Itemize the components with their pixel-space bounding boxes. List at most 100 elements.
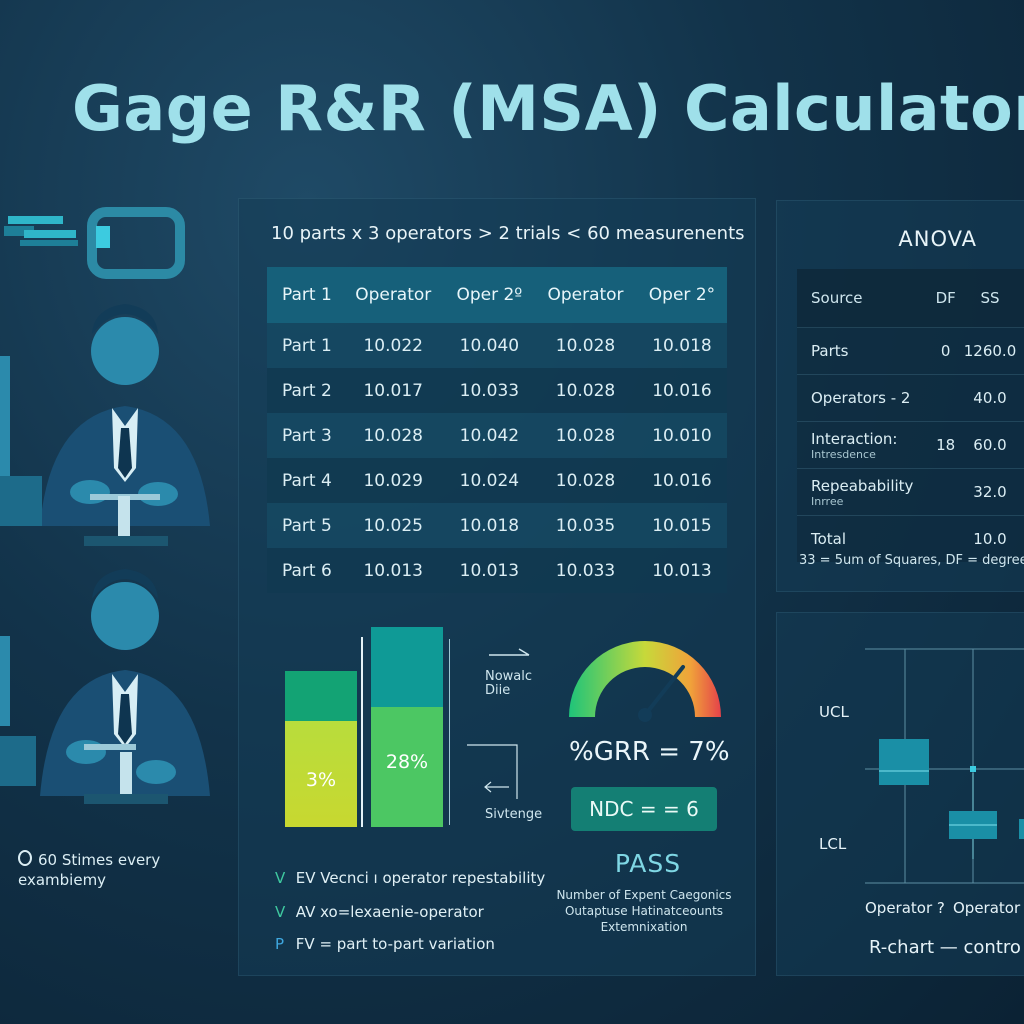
r-chart-caption: R-chart — contro <box>869 937 1021 958</box>
legend-ev: V EV Vecnci ı operator repestability <box>275 869 545 887</box>
r-chart-panel: UCL LCL Operator ? Operator . R-chart — … <box>776 612 1024 976</box>
legend-text: EV Vecnci ı operator repestability <box>295 869 546 887</box>
legend-text: FV = part to-part variation <box>295 935 495 953</box>
av-bar <box>371 627 443 827</box>
table-row: Part 6 10.013 10.013 10.033 10.013 <box>267 548 727 593</box>
measurement-caption: 60 Stimes every exambiemy <box>18 850 161 889</box>
table-cell: 10.016 <box>636 458 727 503</box>
anova-row: Parts 0 1260.0 130 <box>797 327 1024 375</box>
table-cell: 10.028 <box>534 458 637 503</box>
table-cell: 10.013 <box>636 548 727 593</box>
r-chart-box-3 <box>1019 819 1024 839</box>
column-header: M <box>1021 269 1024 328</box>
measurement-panel: 10 parts x 3 operators > 2 trials < 60 m… <box>238 198 756 976</box>
table-cell: 10.016 <box>636 368 727 413</box>
anova-title: ANOVA <box>898 227 977 251</box>
table-cell: 10.035 <box>534 503 637 548</box>
table-cell: 10.018 <box>636 323 727 368</box>
table-cell: Part 3 <box>267 413 342 458</box>
pass-status: PASS <box>614 849 682 878</box>
table-cell: 10.018 <box>444 503 535 548</box>
r-chart-box-1 <box>879 739 929 785</box>
table-cell: 10.017 <box>341 368 445 413</box>
column-header: Oper 2° <box>636 267 727 323</box>
circle-icon <box>18 850 32 866</box>
table-header-row: Part 1 Operator Oper 2º Operator Oper 2° <box>267 267 727 323</box>
grr-gauge <box>569 641 721 722</box>
gauge-hub <box>638 708 652 722</box>
table-cell: 10.033 <box>534 548 637 593</box>
ev-bar-top <box>285 671 357 721</box>
anova-ss: 32.0 <box>958 468 1022 516</box>
table-cell: 10.028 <box>534 323 637 368</box>
ev-bar-label: 3% <box>305 769 337 791</box>
anova-panel: ANOVA Source DF SS M Parts 0 1260.0 130 … <box>776 200 1024 592</box>
legend-av: V AV xo=lexaenie-operator <box>275 903 484 921</box>
table-cell: 10.033 <box>444 368 535 413</box>
table-cell: Part 2 <box>267 368 342 413</box>
anova-source: Interaction: <box>811 429 898 448</box>
anova-ms: 40 <box>1021 374 1024 422</box>
anova-source-sub: Intresdence <box>811 447 876 461</box>
anova-footnote: 33 = 5um of Squares, DF = degrees <box>799 553 1024 568</box>
operators-illustration-graphic <box>0 207 210 804</box>
annotation-diie: Diie <box>485 683 511 698</box>
anova-source: Operators - 2 <box>797 374 933 422</box>
table-cell: 10.028 <box>341 413 445 458</box>
table-cell: 10.040 <box>444 323 535 368</box>
column-header: SS <box>958 269 1022 328</box>
anova-ss: 1260.0 <box>958 327 1022 375</box>
anova-row: Interaction: Intresdence 18 60.0 30 <box>797 421 1024 469</box>
operators-illustration: 60 Stimes every exambiemy <box>0 196 226 916</box>
column-header: Oper 2º <box>444 267 535 323</box>
table-cell: 10.042 <box>444 413 535 458</box>
ndc-desc-line: Outaptuse Hatinatceounts <box>564 904 724 918</box>
grr-value: %GRR = 7% <box>569 737 730 767</box>
table-cell: 10.010 <box>636 413 727 458</box>
bar-divider <box>449 639 450 825</box>
table-cell: Part 5 <box>267 503 342 548</box>
table-row: Part 1 10.022 10.040 10.028 10.018 <box>267 323 727 368</box>
table-cell: 10.028 <box>534 368 637 413</box>
legend-text: AV xo=lexaenie-operator <box>295 903 484 921</box>
ev-bar <box>285 671 357 827</box>
table-cell: Part 4 <box>267 458 342 503</box>
anova-table: Source DF SS M Parts 0 1260.0 130 Operat… <box>797 269 1024 562</box>
anova-df <box>932 374 959 422</box>
operator-person-2 <box>0 569 210 804</box>
anova-source: Total <box>797 515 933 562</box>
caliper-icon <box>4 207 185 279</box>
av-bar-label: 28% <box>385 751 429 773</box>
table-cell: 10.013 <box>341 548 445 593</box>
annotation-arrows <box>467 648 530 799</box>
gauge-needle <box>643 665 685 717</box>
lcl-label: LCL <box>819 835 847 853</box>
anova-ss: 10.0 <box>958 515 1022 562</box>
anova-source: Parts <box>797 327 933 375</box>
column-header: Operator <box>341 267 445 323</box>
x-axis-label: Operator ? <box>865 899 945 917</box>
table-row: Part 2 10.017 10.033 10.028 10.016 <box>267 368 727 413</box>
av-bar-top <box>371 627 443 707</box>
anova-header-row: Source DF SS M <box>797 269 1024 328</box>
table-cell: Part 6 <box>267 548 342 593</box>
column-header: Source <box>797 269 933 328</box>
anova-row: Total 10.0 14 <box>797 515 1024 562</box>
bar-divider <box>361 637 363 827</box>
ev-bar-bottom <box>285 721 357 827</box>
ndc-description: Number of Expent Caegonics Outaptuse Hat… <box>555 887 733 935</box>
ndc-desc-line: Number of Expent Caegonics <box>556 888 732 902</box>
table-row: Part 4 10.029 10.024 10.028 10.016 <box>267 458 727 503</box>
table-cell: 10.022 <box>341 323 445 368</box>
check-icon: V <box>275 903 286 921</box>
page-title: Gage R&R (MSA) Calculator <box>72 72 1024 145</box>
anova-ms: 14 <box>1021 515 1024 562</box>
anova-source-cell: Repeabability Inrree <box>797 468 933 516</box>
anova-source-cell: Interaction: Intresdence <box>797 421 933 469</box>
table-cell: 10.029 <box>341 458 445 503</box>
table-cell: 10.024 <box>444 458 535 503</box>
anova-row: Operators - 2 40.0 40 <box>797 374 1024 422</box>
anova-source: Repeabability <box>811 476 914 495</box>
column-header: Part 1 <box>267 267 342 323</box>
p-icon: P <box>275 935 285 953</box>
